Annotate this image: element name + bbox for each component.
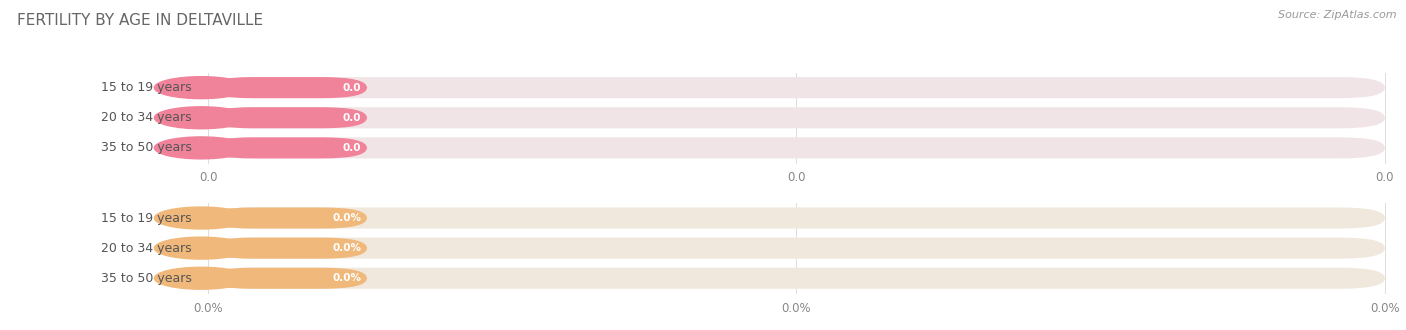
Circle shape [155, 107, 247, 129]
Text: 20 to 34 years: 20 to 34 years [101, 111, 191, 124]
Circle shape [155, 137, 247, 159]
FancyBboxPatch shape [208, 107, 1385, 128]
Text: 0.0: 0.0 [343, 82, 361, 93]
FancyBboxPatch shape [208, 268, 367, 289]
FancyBboxPatch shape [208, 107, 367, 128]
Text: 35 to 50 years: 35 to 50 years [101, 272, 191, 285]
Text: 0.0%: 0.0% [332, 243, 361, 253]
FancyBboxPatch shape [208, 77, 1385, 98]
Text: 0.0: 0.0 [343, 143, 361, 153]
Text: 0.0: 0.0 [343, 113, 361, 123]
Text: 15 to 19 years: 15 to 19 years [101, 81, 191, 94]
FancyBboxPatch shape [208, 268, 1385, 289]
FancyBboxPatch shape [208, 137, 367, 158]
FancyBboxPatch shape [208, 137, 1385, 158]
FancyBboxPatch shape [208, 238, 1385, 259]
Text: 0.0: 0.0 [787, 172, 806, 184]
Text: 0.0%: 0.0% [1369, 302, 1400, 315]
Circle shape [155, 237, 247, 259]
Circle shape [155, 267, 247, 289]
Text: 35 to 50 years: 35 to 50 years [101, 141, 191, 154]
FancyBboxPatch shape [208, 208, 367, 229]
Text: 0.0%: 0.0% [332, 213, 361, 223]
FancyBboxPatch shape [208, 208, 1385, 229]
Text: FERTILITY BY AGE IN DELTAVILLE: FERTILITY BY AGE IN DELTAVILLE [17, 13, 263, 28]
Text: 0.0%: 0.0% [782, 302, 811, 315]
Circle shape [155, 77, 247, 99]
Text: 0.0: 0.0 [198, 172, 218, 184]
Text: 15 to 19 years: 15 to 19 years [101, 212, 191, 224]
Text: Source: ZipAtlas.com: Source: ZipAtlas.com [1278, 10, 1396, 20]
Text: 20 to 34 years: 20 to 34 years [101, 242, 191, 255]
FancyBboxPatch shape [208, 77, 367, 98]
Text: 0.0: 0.0 [1375, 172, 1395, 184]
Text: 0.0%: 0.0% [332, 273, 361, 283]
FancyBboxPatch shape [208, 238, 367, 259]
Circle shape [155, 207, 247, 229]
Text: 0.0%: 0.0% [193, 302, 224, 315]
